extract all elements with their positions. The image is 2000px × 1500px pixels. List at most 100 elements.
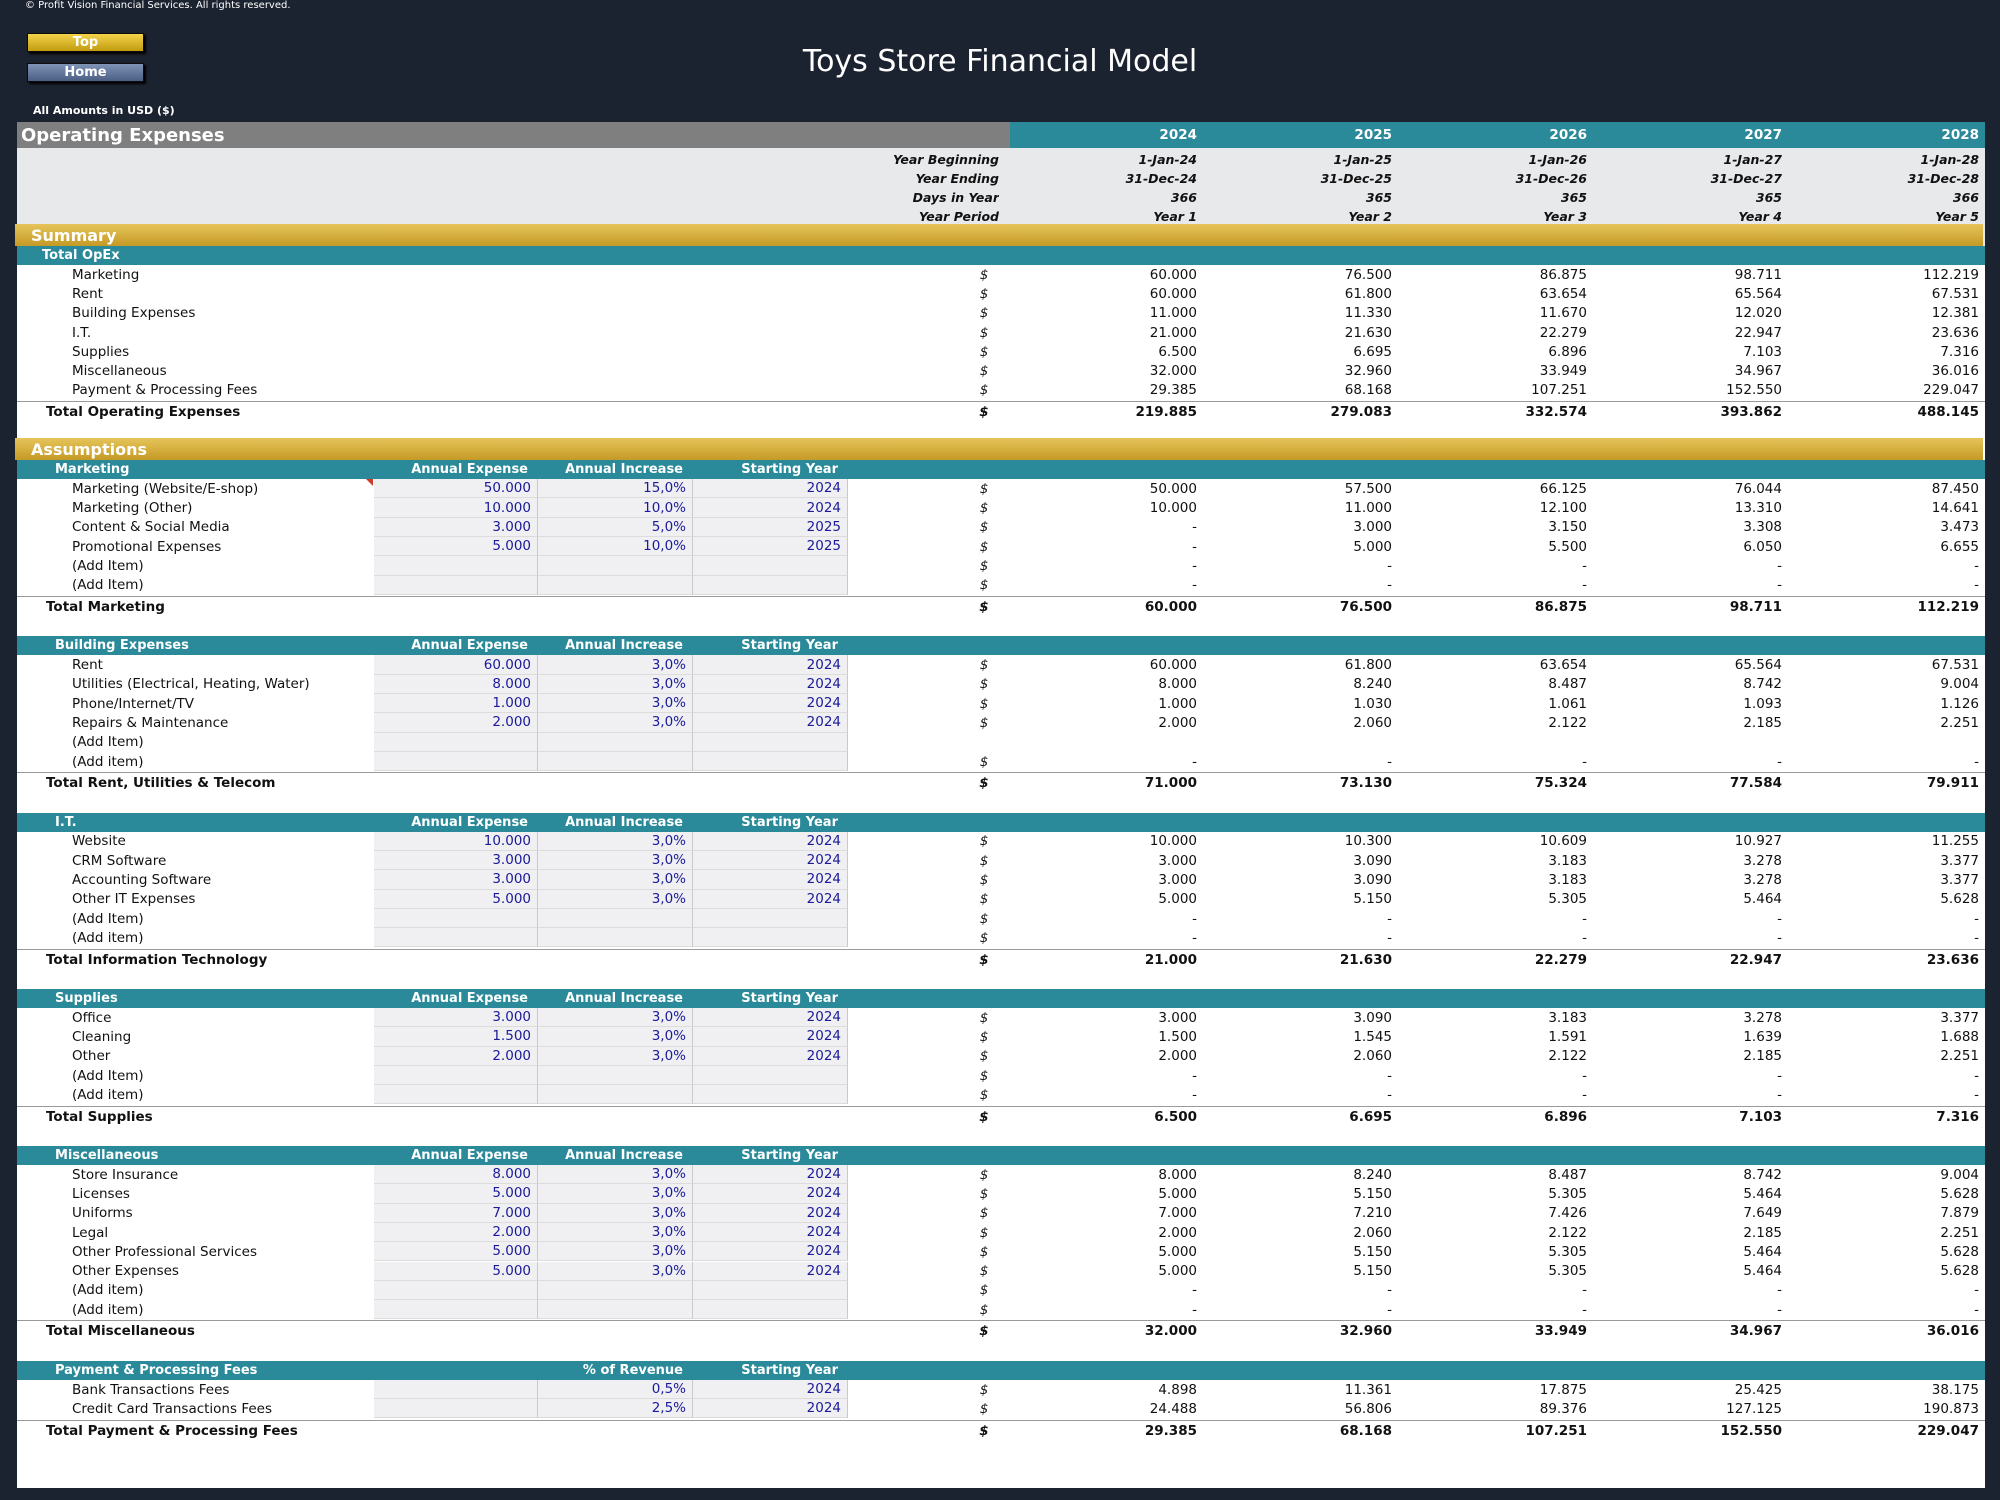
input-cell[interactable]: 10.000: [374, 831, 538, 851]
input-cell[interactable]: 2024: [693, 1261, 848, 1281]
input-cell[interactable]: [374, 1379, 538, 1400]
input-cell[interactable]: [538, 1065, 693, 1086]
input-cell[interactable]: 5.000: [374, 1184, 538, 1204]
input-cell[interactable]: 3,0%: [538, 1027, 693, 1047]
input-cell[interactable]: [693, 908, 848, 929]
input-cell[interactable]: [693, 751, 848, 772]
home-button[interactable]: Home: [27, 63, 144, 82]
input-cell[interactable]: 2024: [693, 1242, 848, 1262]
input-cell[interactable]: 5.000: [374, 1261, 538, 1281]
input-cell[interactable]: 3,0%: [538, 831, 693, 851]
input-cell[interactable]: 5,0%: [538, 517, 693, 537]
input-cell[interactable]: 3,0%: [538, 674, 693, 694]
input-cell[interactable]: 2024: [693, 870, 848, 890]
input-cell[interactable]: 2024: [693, 1165, 848, 1185]
input-cell[interactable]: [538, 928, 693, 948]
input-cell[interactable]: [693, 1300, 848, 1320]
input-cell[interactable]: 2024: [693, 1184, 848, 1204]
input-cell[interactable]: 10.000: [374, 498, 538, 518]
input-cell[interactable]: 2025: [693, 537, 848, 557]
input-cell[interactable]: 15,0%: [538, 479, 693, 499]
input-cell[interactable]: 2024: [693, 1008, 848, 1028]
input-cell[interactable]: [374, 556, 538, 576]
input-cell[interactable]: 3,0%: [538, 694, 693, 714]
input-cell[interactable]: 3,0%: [538, 851, 693, 871]
input-cell[interactable]: 3,0%: [538, 1242, 693, 1262]
input-cell[interactable]: 2024: [693, 1222, 848, 1243]
input-cell[interactable]: [538, 575, 693, 595]
top-button[interactable]: Top: [27, 33, 144, 52]
input-cell[interactable]: 2,5%: [538, 1399, 693, 1419]
input-cell[interactable]: 3,0%: [538, 1046, 693, 1066]
input-cell[interactable]: 10,0%: [538, 537, 693, 557]
input-cell[interactable]: [374, 1300, 538, 1320]
input-cell[interactable]: 3,0%: [538, 655, 693, 675]
input-cell[interactable]: [374, 1280, 538, 1301]
input-cell[interactable]: 3,0%: [538, 889, 693, 909]
input-cell[interactable]: 3.000: [374, 1008, 538, 1028]
input-cell[interactable]: 2.000: [374, 1222, 538, 1243]
input-cell[interactable]: 1.500: [374, 1027, 538, 1047]
input-cell[interactable]: 2024: [693, 694, 848, 714]
input-cell[interactable]: 50.000: [374, 479, 538, 499]
input-cell[interactable]: 3,0%: [538, 1184, 693, 1204]
input-cell[interactable]: [693, 1085, 848, 1105]
input-cell[interactable]: 3,0%: [538, 870, 693, 890]
input-cell[interactable]: 3,0%: [538, 1203, 693, 1223]
input-cell[interactable]: 2024: [693, 889, 848, 909]
input-cell[interactable]: [538, 908, 693, 929]
input-cell[interactable]: 3,0%: [538, 1222, 693, 1243]
input-cell[interactable]: 5.000: [374, 1242, 538, 1262]
input-cell[interactable]: 2.000: [374, 713, 538, 733]
input-cell[interactable]: 0,5%: [538, 1379, 693, 1400]
input-cell[interactable]: 2025: [693, 517, 848, 537]
input-cell[interactable]: [374, 575, 538, 595]
input-cell[interactable]: 2024: [693, 1399, 848, 1419]
input-cell[interactable]: 2024: [693, 655, 848, 675]
input-cell[interactable]: [538, 732, 693, 752]
input-cell[interactable]: 2024: [693, 1379, 848, 1400]
input-cell[interactable]: 2024: [693, 851, 848, 871]
input-cell[interactable]: 2024: [693, 674, 848, 694]
input-cell[interactable]: 8.000: [374, 1165, 538, 1185]
input-cell[interactable]: 3.000: [374, 851, 538, 871]
input-cell[interactable]: 2.000: [374, 1046, 538, 1066]
input-cell[interactable]: 3,0%: [538, 1008, 693, 1028]
input-cell[interactable]: [538, 556, 693, 576]
input-cell[interactable]: 2024: [693, 498, 848, 518]
input-cell[interactable]: [374, 928, 538, 948]
input-cell[interactable]: 7.000: [374, 1203, 538, 1223]
input-cell[interactable]: [538, 1280, 693, 1301]
input-cell[interactable]: 10,0%: [538, 498, 693, 518]
input-cell[interactable]: [538, 751, 693, 772]
input-cell[interactable]: [538, 1300, 693, 1320]
input-cell[interactable]: [693, 556, 848, 576]
input-cell[interactable]: [374, 751, 538, 772]
input-cell[interactable]: 3,0%: [538, 713, 693, 733]
input-cell[interactable]: 2024: [693, 479, 848, 499]
input-cell[interactable]: 2024: [693, 831, 848, 851]
input-cell[interactable]: [693, 1280, 848, 1301]
input-cell[interactable]: [538, 1085, 693, 1105]
input-cell[interactable]: 2024: [693, 1027, 848, 1047]
input-cell[interactable]: [374, 732, 538, 752]
input-cell[interactable]: [693, 575, 848, 595]
input-cell[interactable]: 8.000: [374, 674, 538, 694]
input-cell[interactable]: 5.000: [374, 537, 538, 557]
input-cell[interactable]: [693, 928, 848, 948]
input-cell[interactable]: [374, 1085, 538, 1105]
input-cell[interactable]: [374, 908, 538, 929]
input-cell[interactable]: 2024: [693, 713, 848, 733]
input-cell[interactable]: 2024: [693, 1203, 848, 1223]
input-cell[interactable]: [693, 1065, 848, 1086]
input-cell[interactable]: [374, 1065, 538, 1086]
input-cell[interactable]: 5.000: [374, 889, 538, 909]
input-cell[interactable]: 1.000: [374, 694, 538, 714]
input-cell[interactable]: 60.000: [374, 655, 538, 675]
input-cell[interactable]: 3,0%: [538, 1165, 693, 1185]
input-cell[interactable]: [693, 732, 848, 752]
input-cell[interactable]: [374, 1399, 538, 1419]
input-cell[interactable]: 2024: [693, 1046, 848, 1066]
input-cell[interactable]: 3.000: [374, 870, 538, 890]
input-cell[interactable]: 3.000: [374, 517, 538, 537]
